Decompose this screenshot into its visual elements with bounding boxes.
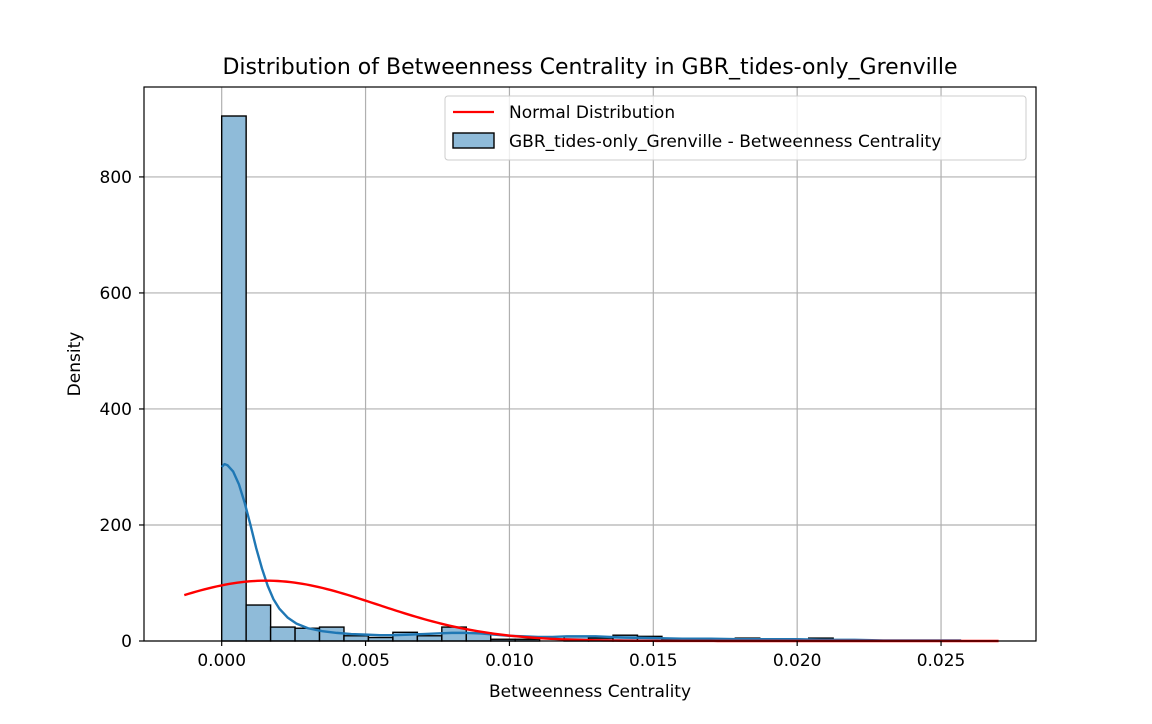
x-tick-label: 0.015 — [629, 651, 678, 671]
x-axis-ticks: 0.000 0.005 0.010 0.015 0.020 0.025 — [197, 641, 965, 671]
y-tick-label: 0 — [121, 632, 132, 652]
curves-layer — [183, 462, 999, 643]
histogram-bars — [220, 115, 957, 642]
y-tick-label: 800 — [100, 168, 132, 188]
histogram-bar — [245, 604, 272, 642]
legend-normal-label: Normal Distribution — [509, 103, 675, 123]
x-tick-label: 0.000 — [197, 651, 246, 671]
y-tick-label: 400 — [100, 400, 132, 420]
histogram-bar — [343, 635, 370, 642]
x-axis-label: Betweenness Centrality — [489, 682, 691, 702]
y-axis-label: Density — [65, 332, 85, 397]
chart-title: Distribution of Betweenness Centrality i… — [222, 55, 957, 80]
x-tick-label: 0.020 — [773, 651, 822, 671]
y-tick-label: 200 — [100, 516, 132, 536]
legend-histogram-label: GBR_tides-only_Grenville - Betweenness C… — [509, 132, 941, 152]
legend: Normal Distribution GBR_tides-only_Grenv… — [444, 95, 1027, 161]
plot-frame — [143, 86, 1037, 642]
grid-layer — [144, 87, 1036, 642]
y-axis-ticks: 0 200 400 600 800 — [100, 168, 144, 652]
histogram-bar — [416, 635, 443, 642]
x-tick-label: 0.005 — [341, 651, 390, 671]
y-tick-label: 600 — [100, 284, 132, 304]
histogram-bar — [269, 626, 296, 642]
histogram-bar — [220, 115, 247, 642]
kde-curve — [220, 462, 962, 642]
x-tick-label: 0.025 — [917, 651, 966, 671]
legend-histogram-swatch — [452, 132, 495, 149]
legend-box — [444, 95, 1027, 161]
x-tick-label: 0.010 — [485, 651, 534, 671]
